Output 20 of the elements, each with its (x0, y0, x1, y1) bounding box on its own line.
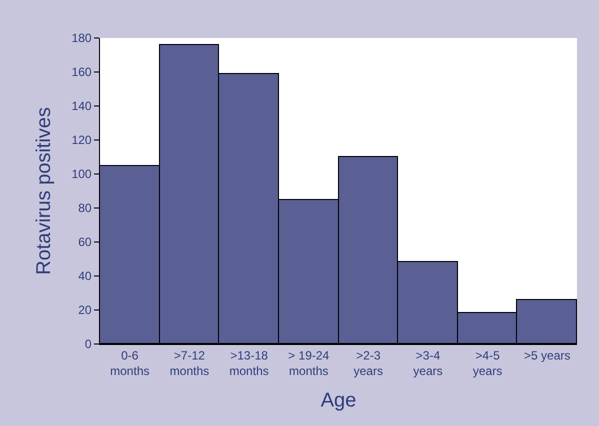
y-tick-label: 120 (72, 133, 92, 148)
y-tick-label: 160 (72, 65, 92, 80)
x-axis-title: Age (320, 390, 356, 412)
x-tick-label: 0-6 months (110, 348, 150, 378)
y-tick-label: 20 (78, 303, 92, 318)
x-tick-label: >5 years (524, 348, 570, 362)
x-tick-label: >2-3 years (354, 348, 383, 378)
x-tick-label: >7-12 months (170, 348, 210, 378)
y-tick-label: 140 (72, 99, 92, 114)
y-axis-title: Rotavirus positives (33, 107, 56, 275)
x-tick-label: >13-18 months (229, 348, 269, 378)
x-tick-label: > 19-24 months (288, 348, 330, 378)
y-tick-label: 100 (72, 167, 92, 182)
y-tick-label: 80 (78, 201, 92, 216)
y-tick-label: 60 (78, 235, 92, 250)
y-tick-label: 0 (84, 337, 92, 352)
y-tick-label: 180 (72, 31, 92, 46)
y-tick-label: 40 (78, 269, 92, 284)
x-tick-label: >3-4 years (413, 348, 443, 378)
x-tick-label: >4-5 years (472, 348, 502, 378)
